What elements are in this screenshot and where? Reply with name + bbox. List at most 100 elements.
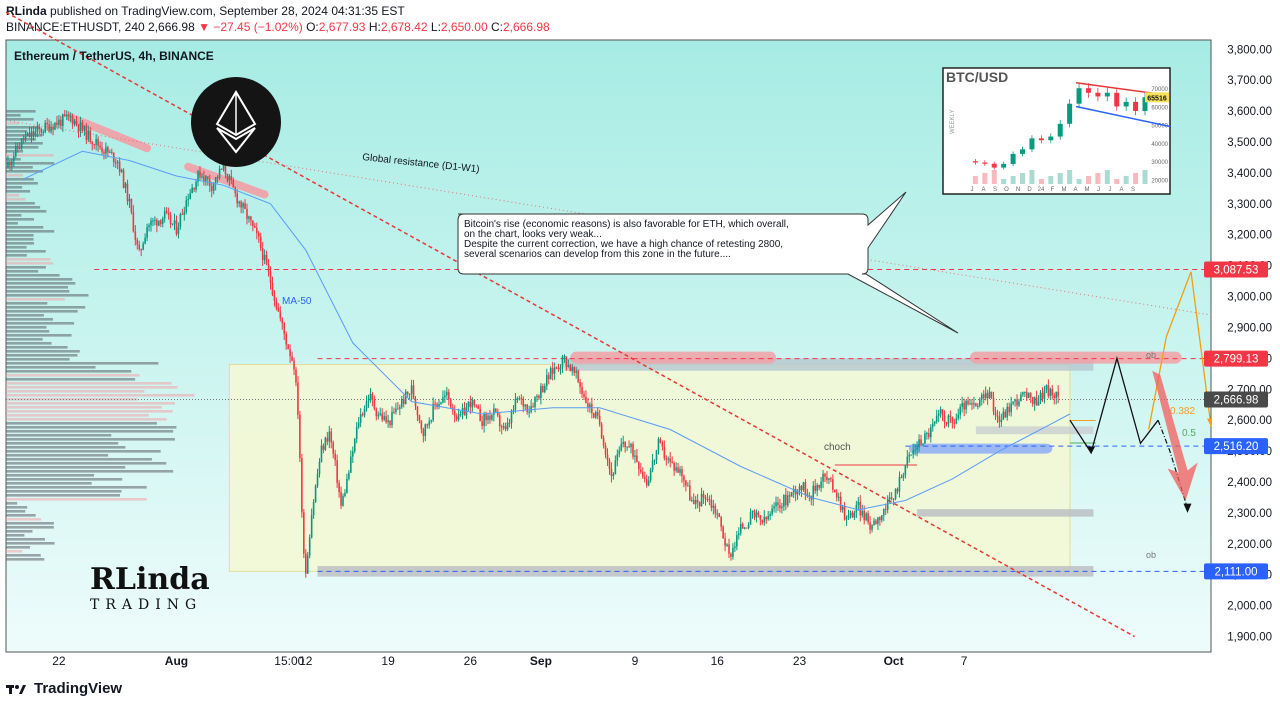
volume-bar <box>6 350 80 353</box>
candle-body <box>796 491 799 495</box>
candle-body <box>843 506 846 520</box>
candle-body <box>430 420 432 422</box>
candle-body <box>1006 406 1009 418</box>
candle-body <box>291 356 293 361</box>
candle-body <box>890 497 893 499</box>
price-tick-label: 2,900.00 <box>1227 322 1272 334</box>
open-label: O: <box>306 20 319 34</box>
volume-bar <box>6 398 138 401</box>
candle-body <box>120 169 123 172</box>
candle-body <box>226 174 229 181</box>
volume-bar <box>6 402 175 405</box>
candle-body <box>73 120 76 125</box>
volume-bar <box>6 442 119 445</box>
inset-y-tick: 30000 <box>1151 160 1168 166</box>
candle-body <box>912 450 914 455</box>
candle-body <box>373 399 376 409</box>
symbol-label[interactable]: BINANCE:ETHUSDT, 240 <box>6 20 145 34</box>
rlinda-trading-logo: RLinda TRADING <box>90 562 210 613</box>
candle-body <box>222 162 225 170</box>
volume-bar <box>6 382 172 385</box>
volume-bar <box>6 354 78 357</box>
candle-body <box>28 132 31 137</box>
candle-body <box>71 116 74 125</box>
candle-body <box>179 214 182 227</box>
candle-body <box>663 446 666 459</box>
candle-body <box>297 382 299 415</box>
candle-body <box>109 151 111 153</box>
candle-body <box>353 438 356 452</box>
candle-body <box>228 175 231 181</box>
candle-body <box>273 294 276 301</box>
volume-bar <box>6 554 41 557</box>
candle-body <box>493 408 495 415</box>
candle-body <box>665 458 668 460</box>
volume-bar <box>6 490 122 493</box>
inset-x-tick: J <box>971 187 974 193</box>
candle-body <box>865 513 867 521</box>
volume-bar <box>6 470 174 473</box>
inset-volume-bar <box>1076 179 1082 184</box>
volume-bar <box>6 286 68 289</box>
candle-body <box>947 415 950 424</box>
candle-body <box>399 407 401 409</box>
candle-body <box>91 141 94 145</box>
candle-body <box>557 367 560 370</box>
candle-body <box>781 506 783 509</box>
volume-bar <box>6 154 54 157</box>
inset-volume-bar <box>1085 176 1091 184</box>
candle-body <box>457 414 460 420</box>
candle-body <box>379 413 382 415</box>
candle-body <box>814 485 817 491</box>
candle-body <box>861 510 864 516</box>
candle-body <box>293 360 295 370</box>
candle-body <box>873 520 875 525</box>
inset-candle <box>1076 88 1082 104</box>
inset-volume-bar <box>1001 179 1007 184</box>
author-name[interactable]: RLinda <box>6 4 47 18</box>
candle-body <box>630 444 632 448</box>
candle-body <box>593 413 595 418</box>
candle-body <box>181 214 184 216</box>
candle-body <box>101 147 103 152</box>
candle-body <box>961 402 963 407</box>
candle-body <box>105 147 107 154</box>
candle-body <box>16 145 19 149</box>
inset-volume-bar <box>1067 170 1073 184</box>
time-tick-label: Oct <box>884 654 904 668</box>
low-value: 2,650.00 <box>440 20 488 34</box>
candle-body <box>730 553 732 557</box>
candle-body <box>189 193 191 200</box>
candle-body <box>36 126 39 132</box>
volume-bar <box>6 478 123 481</box>
inset-price-tag <box>1145 92 1169 103</box>
volume-bar <box>6 502 18 505</box>
candle-body <box>1027 393 1030 398</box>
candle-body <box>1002 411 1005 420</box>
candle-body <box>448 391 450 400</box>
candle-body <box>675 467 677 471</box>
brand-name: TradingView <box>34 680 123 697</box>
candle-body <box>775 502 777 507</box>
candle-body <box>281 318 284 324</box>
candle-body <box>694 499 697 505</box>
candle-body <box>342 496 344 506</box>
candle-body <box>289 349 291 357</box>
candle-body <box>13 156 15 162</box>
price-axis[interactable]: 3,800.00 3,700.00 3,600.00 3,500.00 3,400.00… <box>1204 36 1280 656</box>
inset-candle <box>1057 123 1063 137</box>
inset-candle <box>1067 103 1073 124</box>
volume-bar <box>6 130 28 133</box>
candle-body <box>402 399 405 404</box>
time-tick-label: 12 <box>299 654 313 668</box>
price-tag <box>1204 438 1268 455</box>
high-label: H: <box>368 20 381 34</box>
volume-bar <box>6 182 38 185</box>
candle-body <box>857 501 860 505</box>
inset-candle <box>1020 149 1026 154</box>
candle-body <box>277 308 280 312</box>
footer-brand[interactable]: TradingView <box>6 680 122 697</box>
volume-bar <box>6 282 76 285</box>
